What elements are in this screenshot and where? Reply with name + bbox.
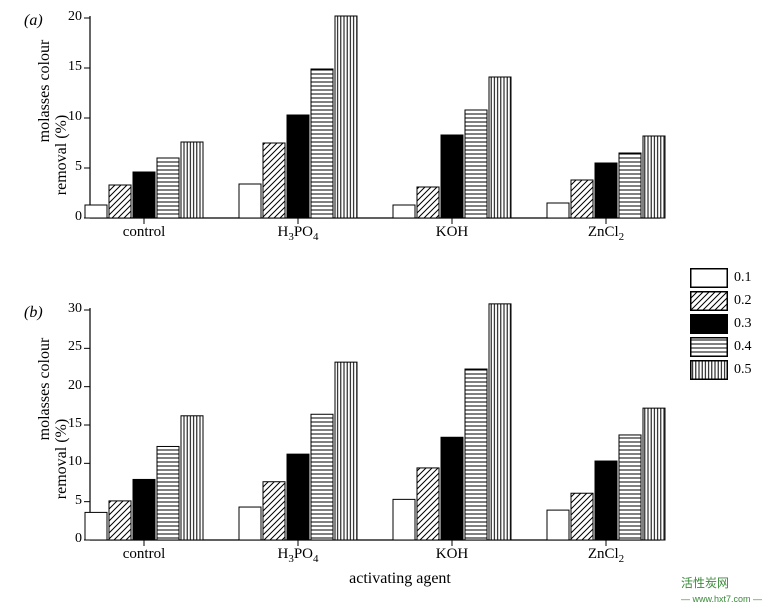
bar: [393, 205, 415, 218]
bar: [157, 446, 179, 540]
bar: [643, 136, 665, 218]
bar: [619, 435, 641, 540]
bar: [441, 135, 463, 218]
legend-swatch: [690, 268, 728, 288]
bar: [239, 184, 261, 218]
bar: [571, 180, 593, 218]
category-label: ZnCl2: [537, 224, 675, 243]
y-tick-label: 10: [68, 109, 82, 125]
bar: [547, 510, 569, 540]
legend-swatch: [690, 314, 728, 334]
bar: [465, 110, 487, 218]
bar: [571, 493, 593, 540]
bar: [239, 507, 261, 540]
bar: [393, 499, 415, 540]
legend-label: 0.5: [734, 362, 752, 378]
bar: [181, 416, 203, 540]
y-tick-label: 10: [68, 454, 82, 470]
legend-swatch: [690, 291, 728, 311]
watermark-url: — www.hxt7.com —: [681, 594, 762, 604]
y-tick-label: 0: [75, 531, 82, 547]
y-tick-label: 20: [68, 9, 82, 25]
bar: [311, 69, 333, 218]
watermark: 活性炭网 — www.hxt7.com —: [681, 574, 762, 605]
category-label: control: [75, 224, 213, 241]
y-tick-label: 15: [68, 59, 82, 75]
y-tick-label: 0: [75, 209, 82, 225]
bar: [417, 187, 439, 218]
bar: [133, 479, 155, 540]
bar: [181, 142, 203, 218]
bar: [85, 512, 107, 540]
y-tick-label: 5: [75, 493, 82, 509]
legend-label: 0.1: [734, 270, 752, 286]
bar: [441, 437, 463, 540]
category-label: H3PO4: [229, 224, 367, 243]
panel-a-ylabel2: removal (%): [53, 55, 71, 255]
y-tick-label: 20: [68, 378, 82, 394]
legend-item: 0.2: [690, 291, 752, 311]
bar: [643, 408, 665, 540]
panel-a-ylabel1: molasses colour: [36, 0, 54, 191]
legend-label: 0.4: [734, 339, 752, 355]
bar: [109, 501, 131, 540]
bar: [311, 414, 333, 540]
bar: [417, 468, 439, 540]
x-axis-label: activating agent: [300, 570, 500, 588]
panel-b-ylabel1: molasses colour: [36, 289, 54, 489]
bar: [595, 163, 617, 218]
y-tick-label: 25: [68, 339, 82, 355]
bar: [263, 482, 285, 540]
bar: [85, 205, 107, 218]
bar: [287, 115, 309, 218]
category-label: KOH: [383, 224, 521, 241]
bar: [133, 172, 155, 218]
legend: 0.1 0.2 0.3 0.4 0.5: [690, 265, 752, 383]
legend-item: 0.3: [690, 314, 752, 334]
category-label: ZnCl2: [537, 546, 675, 565]
legend-swatch: [690, 337, 728, 357]
watermark-text: 活性炭网: [681, 576, 729, 590]
bar: [547, 203, 569, 218]
legend-label: 0.3: [734, 316, 752, 332]
legend-label: 0.2: [734, 293, 752, 309]
bar: [489, 304, 511, 540]
bar: [595, 461, 617, 540]
bar: [157, 158, 179, 218]
bar: [619, 153, 641, 218]
legend-swatch: [690, 360, 728, 380]
category-label: control: [75, 546, 213, 563]
legend-item: 0.4: [690, 337, 752, 357]
bar: [489, 77, 511, 218]
category-label: KOH: [383, 546, 521, 563]
y-tick-label: 15: [68, 416, 82, 432]
bar: [465, 369, 487, 540]
bar: [287, 454, 309, 540]
bar: [335, 16, 357, 218]
legend-item: 0.5: [690, 360, 752, 380]
category-label: H3PO4: [229, 546, 367, 565]
y-tick-label: 5: [75, 159, 82, 175]
y-tick-label: 30: [68, 301, 82, 317]
bar: [109, 185, 131, 218]
bar: [263, 143, 285, 218]
legend-item: 0.1: [690, 268, 752, 288]
bar: [335, 362, 357, 540]
